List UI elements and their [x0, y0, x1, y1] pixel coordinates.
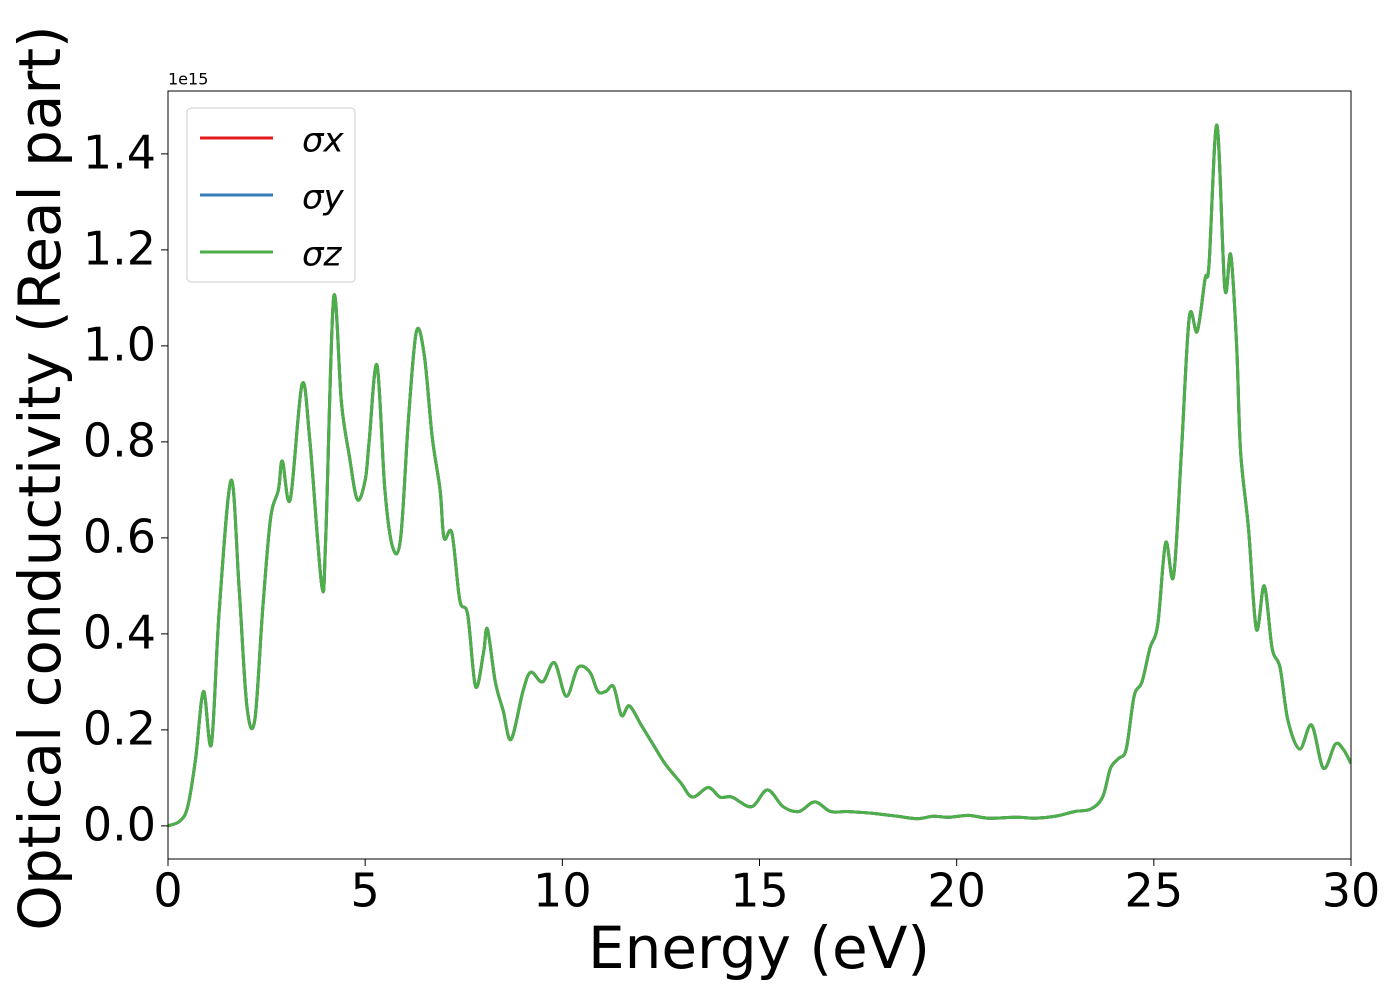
x-tick-label: 10 [533, 864, 592, 918]
x-tick-label: 15 [730, 864, 789, 918]
y-offset-label: 1e15 [168, 70, 208, 89]
x-tick-label: 5 [351, 864, 380, 918]
x-tick-label: 0 [153, 864, 182, 918]
y-tick-label: 0.8 [83, 413, 156, 467]
line-series [168, 123, 1351, 828]
y-tick-label: 1.2 [83, 221, 156, 275]
y-tick-label: 0.4 [83, 605, 156, 659]
x-tick-label: 25 [1125, 864, 1184, 918]
x-tick-label: 30 [1322, 864, 1381, 918]
x-axis-label: Energy (eV) [588, 914, 930, 982]
y-axis-label: Optical conductivity (Real part) [6, 25, 74, 930]
legend-label: σz [302, 235, 343, 275]
y-tick-label: 0.0 [83, 797, 156, 851]
y-tick-label: 1.4 [83, 125, 156, 179]
y-tick-label: 1.0 [83, 317, 156, 371]
y-tick-label: 0.2 [83, 701, 156, 755]
plot-frame [167, 90, 1352, 860]
x-tick-label: 20 [927, 864, 986, 918]
legend-label: σx [302, 121, 345, 161]
legend-label: σy [302, 178, 345, 218]
y-tick-label: 0.6 [83, 509, 156, 563]
